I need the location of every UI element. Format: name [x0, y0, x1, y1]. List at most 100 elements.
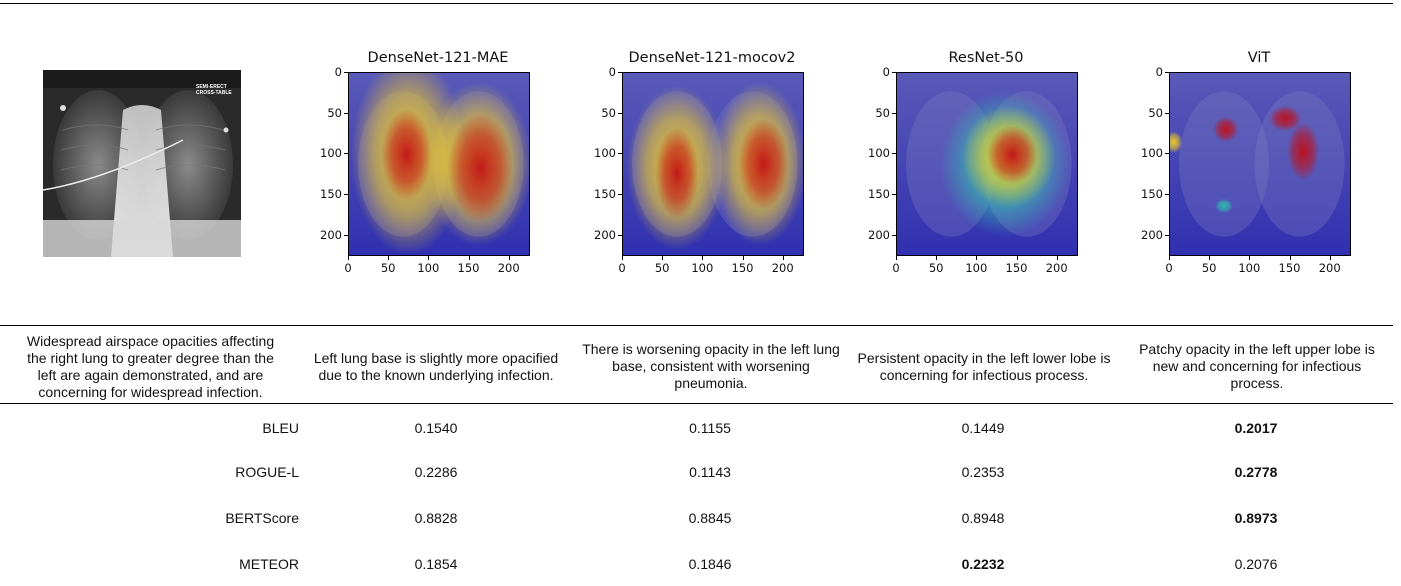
y-tick-label: 150	[594, 186, 616, 201]
x-tick-mark	[1329, 256, 1331, 260]
panel-title: ResNet-50	[948, 50, 1024, 66]
x-tick-label: 0	[344, 261, 352, 275]
metric-value: 0.2017	[1234, 420, 1278, 436]
metric-value: 0.2232	[961, 556, 1005, 572]
y-tick-label: 200	[320, 227, 342, 242]
x-tick-mark	[1249, 256, 1251, 260]
x-tick-label: 150	[1278, 261, 1301, 275]
x-tick-mark	[348, 256, 349, 260]
y-tick-label: 50	[1148, 105, 1163, 120]
metric-value: 0.1540	[414, 420, 458, 436]
panel-title: DenseNet-121-mocov2	[628, 50, 796, 66]
heatmap-image	[622, 72, 804, 256]
report-resnet50: Persistent opacity in the left lower lob…	[857, 350, 1111, 383]
metric-label-meteor: METEOR	[239, 556, 299, 572]
y-tick-mark	[1165, 72, 1169, 73]
y-tick-mark	[344, 234, 348, 236]
y-tick-mark	[344, 72, 348, 73]
report-vit: Patchy opacity in the left upper lobe is…	[1139, 341, 1375, 391]
y-tick-mark	[344, 112, 348, 114]
y-tick-label: 100	[1141, 146, 1163, 161]
y-tick-label: 200	[594, 227, 616, 242]
x-tick-mark	[388, 256, 390, 260]
y-tick-label: 150	[1141, 186, 1163, 201]
x-tick-mark	[428, 256, 430, 260]
metric-value: 0.1846	[688, 556, 732, 572]
report-densenet-mae: Left lung base is slightly more opacifie…	[313, 350, 559, 383]
y-tick-label: 0	[1155, 65, 1163, 79]
x-tick-mark	[936, 256, 938, 260]
x-tick-label: 200	[1318, 261, 1341, 275]
heatmap-image	[1169, 72, 1351, 256]
x-tick-mark	[1169, 256, 1170, 260]
y-tick-mark	[344, 193, 348, 195]
x-tick-label: 100	[1238, 261, 1261, 275]
y-tick-label: 50	[601, 105, 616, 120]
x-tick-mark	[976, 256, 978, 260]
x-tick-mark	[742, 256, 744, 260]
metric-value: 0.2353	[961, 464, 1005, 480]
panel-title: DenseNet-121-MAE	[367, 50, 509, 66]
x-tick-label: 100	[417, 261, 440, 275]
x-tick-mark	[622, 256, 623, 260]
top-rule	[0, 3, 1393, 4]
x-tick-mark	[782, 256, 784, 260]
y-tick-label: 200	[1141, 227, 1163, 242]
x-tick-mark	[702, 256, 704, 260]
metric-value: 0.1143	[689, 464, 731, 480]
y-tick-label: 0	[334, 65, 342, 79]
x-tick-label: 200	[771, 261, 794, 275]
metric-label-rogue-l: ROGUE-L	[235, 464, 299, 480]
x-tick-mark	[1209, 256, 1211, 260]
x-tick-label: 150	[457, 261, 480, 275]
x-tick-mark	[1289, 256, 1291, 260]
x-tick-label: 100	[691, 261, 714, 275]
metric-label-bleu: BLEU	[262, 420, 299, 436]
report-densenet-mocov2: There is worsening opacity in the left l…	[582, 341, 840, 391]
x-tick-label: 150	[731, 261, 754, 275]
metric-value: 0.8845	[688, 510, 732, 526]
x-tick-mark	[468, 256, 470, 260]
ground-truth-report: Widespread airspace opacities affecting …	[26, 333, 275, 400]
x-tick-label: 50	[928, 261, 944, 275]
metric-value: 0.2778	[1234, 464, 1278, 480]
x-tick-mark	[1056, 256, 1058, 260]
y-tick-mark	[892, 112, 896, 114]
metric-value: 0.1854	[414, 556, 458, 572]
y-tick-mark	[892, 193, 896, 195]
y-tick-mark	[1165, 193, 1169, 195]
y-tick-mark	[618, 234, 622, 236]
x-tick-label: 50	[654, 261, 670, 275]
y-tick-label: 100	[594, 146, 616, 161]
y-tick-mark	[618, 72, 622, 73]
y-tick-label: 0	[882, 65, 890, 79]
x-tick-label: 50	[1201, 261, 1217, 275]
panel-title: ViT	[1247, 50, 1271, 66]
x-tick-label: 50	[380, 261, 396, 275]
y-tick-mark	[618, 112, 622, 114]
y-tick-mark	[892, 153, 896, 155]
y-tick-mark	[892, 72, 896, 73]
metric-value: 0.8973	[1234, 510, 1278, 526]
y-tick-label: 200	[868, 227, 890, 242]
x-tick-label: 100	[965, 261, 988, 275]
x-tick-label: 0	[618, 261, 626, 275]
y-tick-label: 100	[868, 146, 890, 161]
y-tick-mark	[1165, 234, 1169, 236]
y-tick-label: 100	[320, 146, 342, 161]
y-tick-label: 0	[608, 65, 616, 79]
x-tick-label: 0	[1165, 261, 1173, 275]
original-xray-image: SEMI-ERECT CROSS-TABLE	[43, 70, 241, 257]
xray-overlay-label: SEMI-ERECT CROSS-TABLE	[196, 84, 232, 96]
y-tick-label: 50	[327, 105, 342, 120]
metric-label-bertscore: BERTScore	[225, 510, 299, 526]
metric-value: 0.2076	[1234, 556, 1278, 572]
y-tick-mark	[1165, 153, 1169, 155]
y-tick-mark	[1165, 112, 1169, 114]
y-tick-label: 150	[320, 186, 342, 201]
metric-value: 0.2286	[414, 464, 458, 480]
y-tick-mark	[344, 153, 348, 155]
metric-value: 0.8948	[961, 510, 1005, 526]
x-tick-mark	[1016, 256, 1018, 260]
y-tick-mark	[618, 153, 622, 155]
